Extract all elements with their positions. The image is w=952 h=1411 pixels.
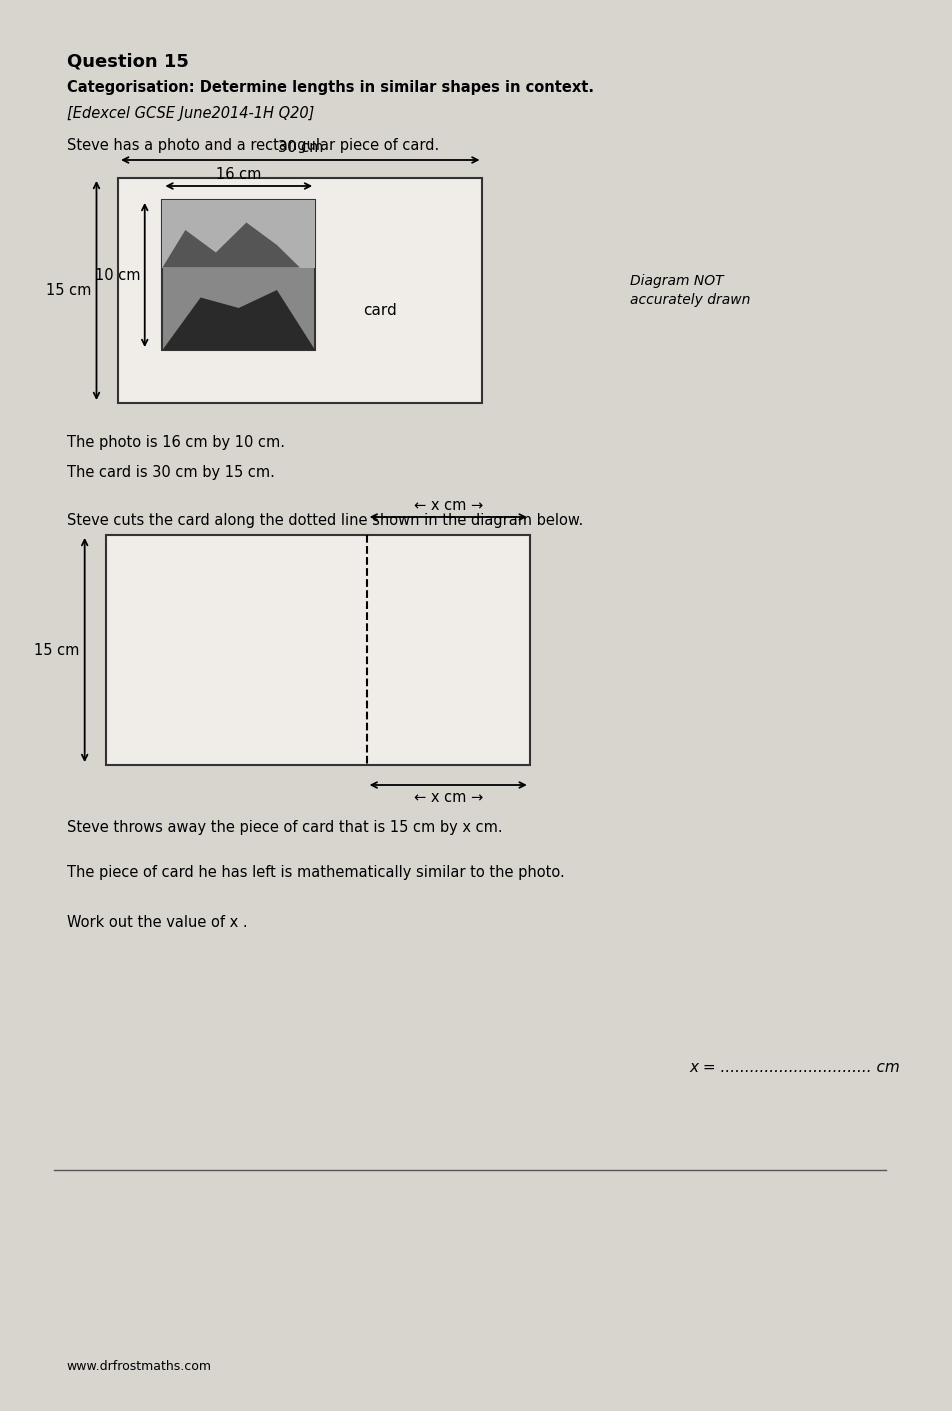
Text: [Edexcel GCSE June2014-1H Q20]: [Edexcel GCSE June2014-1H Q20] [67, 106, 314, 121]
Text: The card is 30 cm by 15 cm.: The card is 30 cm by 15 cm. [67, 466, 274, 480]
Text: Categorisation: Determine lengths in similar shapes in context.: Categorisation: Determine lengths in sim… [67, 80, 593, 95]
Text: card: card [364, 303, 397, 317]
Bar [162, 200, 315, 268]
Bar [118, 178, 482, 404]
Text: Steve cuts the card along the dotted line shown in the diagram below.: Steve cuts the card along the dotted lin… [67, 514, 583, 528]
Polygon shape [162, 291, 315, 350]
Text: Steve has a photo and a rectangular piece of card.: Steve has a photo and a rectangular piec… [67, 138, 439, 152]
Text: ← x cm →: ← x cm → [413, 498, 483, 514]
Text: 30 cm: 30 cm [277, 140, 323, 155]
Text: 15 cm: 15 cm [46, 284, 91, 298]
Text: 16 cm: 16 cm [216, 166, 261, 182]
Polygon shape [162, 223, 315, 268]
Text: The piece of card he has left is mathematically similar to the photo.: The piece of card he has left is mathema… [67, 865, 565, 880]
Text: Diagram NOT
accurately drawn: Diagram NOT accurately drawn [629, 274, 750, 308]
Text: 10 cm: 10 cm [95, 268, 141, 282]
Text: x = ............................... cm: x = ............................... cm [688, 1060, 899, 1075]
Text: Steve throws away the piece of card that is 15 cm by x cm.: Steve throws away the piece of card that… [67, 820, 502, 835]
Text: www.drfrostmaths.com: www.drfrostmaths.com [67, 1360, 211, 1373]
Text: Question 15: Question 15 [67, 52, 188, 71]
Text: 15 cm: 15 cm [34, 642, 80, 658]
Bar [162, 200, 315, 350]
Text: Work out the value of x .: Work out the value of x . [67, 914, 248, 930]
Bar [107, 535, 529, 765]
Text: ← x cm →: ← x cm → [413, 790, 483, 806]
Text: The photo is 16 cm by 10 cm.: The photo is 16 cm by 10 cm. [67, 435, 285, 450]
